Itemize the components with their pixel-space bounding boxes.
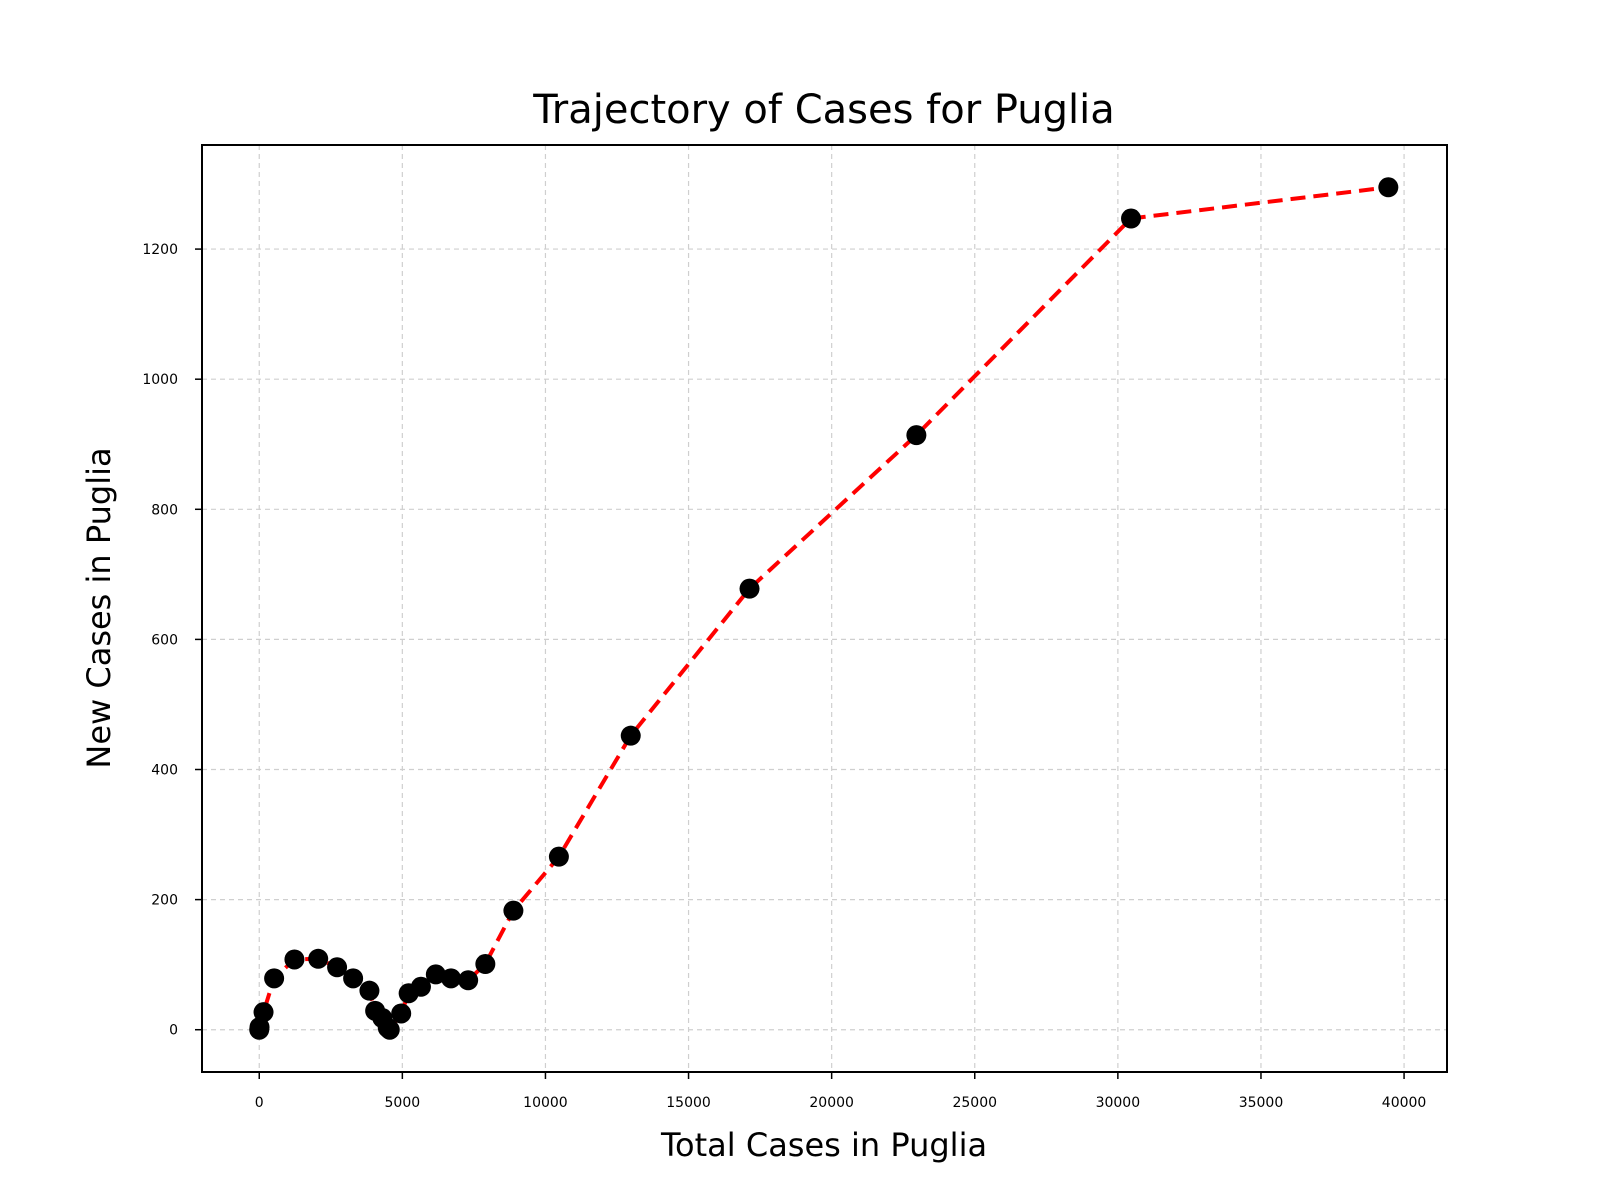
data-point [475,954,496,975]
y-tick-label: 1200 [142,242,178,258]
x-tick-label: 10000 [523,1095,568,1111]
x-tick-label: 5000 [385,1095,421,1111]
y-tick-label: 600 [151,632,178,648]
axis-ticks: 0 5000 10000 15000 20000 25000 30000 35000 40000… [142,242,1426,1111]
data-point [264,968,285,989]
data-point [343,968,364,989]
data-point [308,948,329,969]
series-line [257,185,1389,1032]
data-point [1378,177,1399,198]
y-tick-label: 0 [169,1023,178,1039]
plot-series [249,177,1399,1040]
data-point [425,964,446,985]
y-axis-label: New Cases in Puglia [80,447,118,768]
data-point [458,970,479,991]
x-tick-label: 40000 [1382,1095,1427,1111]
y-tick-label: 800 [151,502,178,518]
data-point [410,976,431,997]
y-tick-label: 400 [151,763,178,779]
data-point [284,949,305,970]
data-point [1121,208,1142,229]
data-point [906,425,927,446]
plot-frame [201,144,1448,1073]
x-tick-label: 30000 [1096,1095,1141,1111]
grid [202,145,1447,1072]
chart-title: Trajectory of Cases for Puglia [532,87,1115,133]
data-point [249,1017,270,1038]
data-point [327,957,348,978]
x-tick-label: 0 [255,1095,264,1111]
x-tick-label: 20000 [809,1095,854,1111]
data-point [548,846,569,867]
x-tick-label: 25000 [952,1095,997,1111]
x-tick-label: 35000 [1239,1095,1284,1111]
data-point [441,968,461,989]
data-point [620,725,641,746]
x-axis-label: Total Cases in Puglia [660,1126,987,1164]
data-point [391,1003,412,1024]
data-point [359,980,380,1001]
y-tick-label: 1000 [142,372,178,388]
data-point [253,1002,274,1023]
data-point [379,1019,400,1040]
data-point [739,578,760,599]
data-point [503,900,524,921]
x-tick-label: 15000 [666,1095,711,1111]
y-tick-label: 200 [151,893,178,909]
